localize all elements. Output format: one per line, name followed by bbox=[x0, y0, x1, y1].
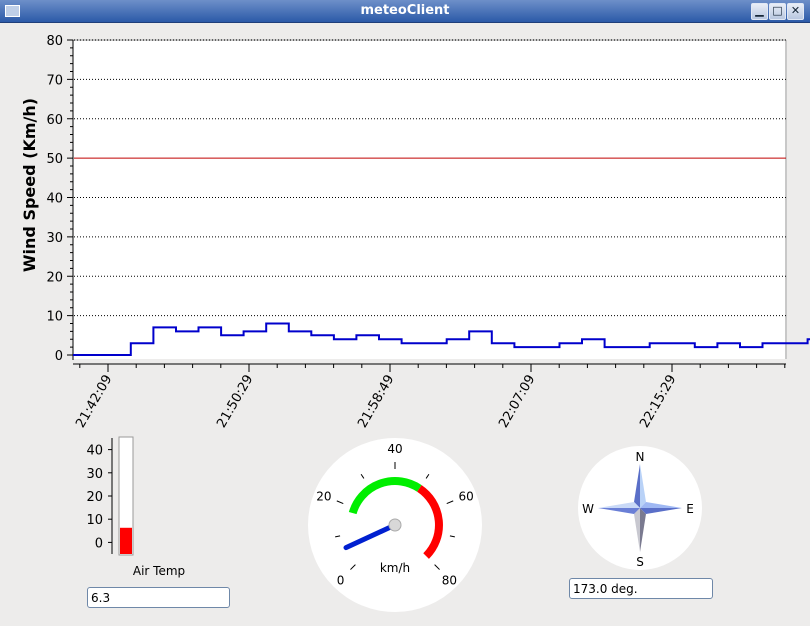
window-title: meteoClient bbox=[360, 3, 450, 18]
y-tick-label: 60 bbox=[46, 113, 63, 128]
x-tick-label: 21:50:29 bbox=[214, 373, 256, 431]
x-tick-label: 22:15:29 bbox=[637, 373, 679, 431]
maximize-button[interactable]: □ bbox=[769, 3, 786, 20]
gauge-scale-label: 60 bbox=[458, 490, 473, 504]
y-axis-label: Wind Speed (Km/h) bbox=[20, 98, 39, 272]
wind-direction-compass: N E S W bbox=[578, 446, 702, 570]
gauge-needle bbox=[343, 522, 398, 551]
y-tick-label: 30 bbox=[46, 231, 63, 246]
gauge-green-arc bbox=[348, 477, 422, 515]
thermometer-label: Air Temp bbox=[133, 564, 185, 578]
gauge-scale-label: 0 bbox=[337, 573, 345, 587]
gauge-tick bbox=[335, 535, 341, 538]
y-tick-label: 80 bbox=[46, 34, 63, 49]
gauge-red-arc bbox=[417, 485, 443, 559]
gauge-tick bbox=[360, 474, 365, 479]
gauge-tick bbox=[434, 564, 440, 570]
air-temp-value-field[interactable]: 6.3 bbox=[87, 587, 230, 608]
thermometer-tick-label: 30 bbox=[86, 467, 103, 482]
wind-speed-chart: 0 10 20 30 40 50 60 70 80 21:42:09 21:50:29 21:58:… bbox=[20, 34, 810, 431]
compass-west-label: W bbox=[582, 502, 594, 516]
wind-speed-series-line bbox=[73, 322, 810, 356]
thermometer-tick-label: 40 bbox=[86, 444, 103, 459]
y-tick-label: 20 bbox=[46, 270, 63, 285]
minimize-button[interactable]: ▁ bbox=[751, 3, 768, 20]
wind-speed-gauge: 0 20 40 60 80 km/h bbox=[308, 438, 482, 612]
y-tick-label: 10 bbox=[46, 310, 63, 325]
thermometer-tick-label: 0 bbox=[95, 536, 103, 551]
gauge-tick bbox=[425, 474, 430, 479]
gauge-tick bbox=[336, 500, 344, 505]
y-tick-label: 50 bbox=[46, 152, 63, 167]
gauge-hub bbox=[388, 518, 402, 532]
compass-north-label: N bbox=[636, 450, 645, 464]
gauge-tick bbox=[446, 500, 454, 505]
gauge-scale-label: 80 bbox=[442, 573, 457, 587]
close-button[interactable]: ✕ bbox=[787, 3, 804, 20]
thermometer-tick-label: 10 bbox=[86, 513, 103, 528]
gauge-unit-label: km/h bbox=[380, 561, 410, 575]
compass-east-label: E bbox=[686, 502, 694, 516]
wind-direction-value-field[interactable]: 173.0 deg. bbox=[569, 578, 713, 599]
x-tick-label: 22:07:09 bbox=[496, 373, 538, 431]
gauge-tick bbox=[350, 564, 356, 570]
window-titlebar[interactable]: meteoClient ▁ □ ✕ bbox=[0, 0, 810, 23]
y-tick-label: 0 bbox=[55, 349, 63, 364]
y-tick-label: 70 bbox=[46, 73, 63, 88]
compass-south-label: S bbox=[636, 555, 644, 569]
y-tick-label: 40 bbox=[46, 192, 63, 207]
x-tick-label: 21:42:09 bbox=[73, 373, 115, 431]
window-menu-icon[interactable] bbox=[5, 5, 20, 17]
x-tick-label: 21:58:49 bbox=[355, 373, 397, 431]
compass-rose-icon bbox=[598, 464, 682, 552]
chart-plot-area bbox=[73, 41, 786, 359]
thermometer-fill bbox=[120, 527, 132, 554]
air-temp-thermometer: 0 10 20 30 40 Air Temp bbox=[86, 436, 185, 578]
thermometer-tube bbox=[118, 436, 134, 556]
gauge-scale-label: 20 bbox=[316, 490, 331, 504]
gauge-scale-label: 40 bbox=[387, 442, 402, 456]
thermometer-tick-label: 20 bbox=[86, 490, 103, 505]
gauge-tick bbox=[449, 535, 455, 538]
